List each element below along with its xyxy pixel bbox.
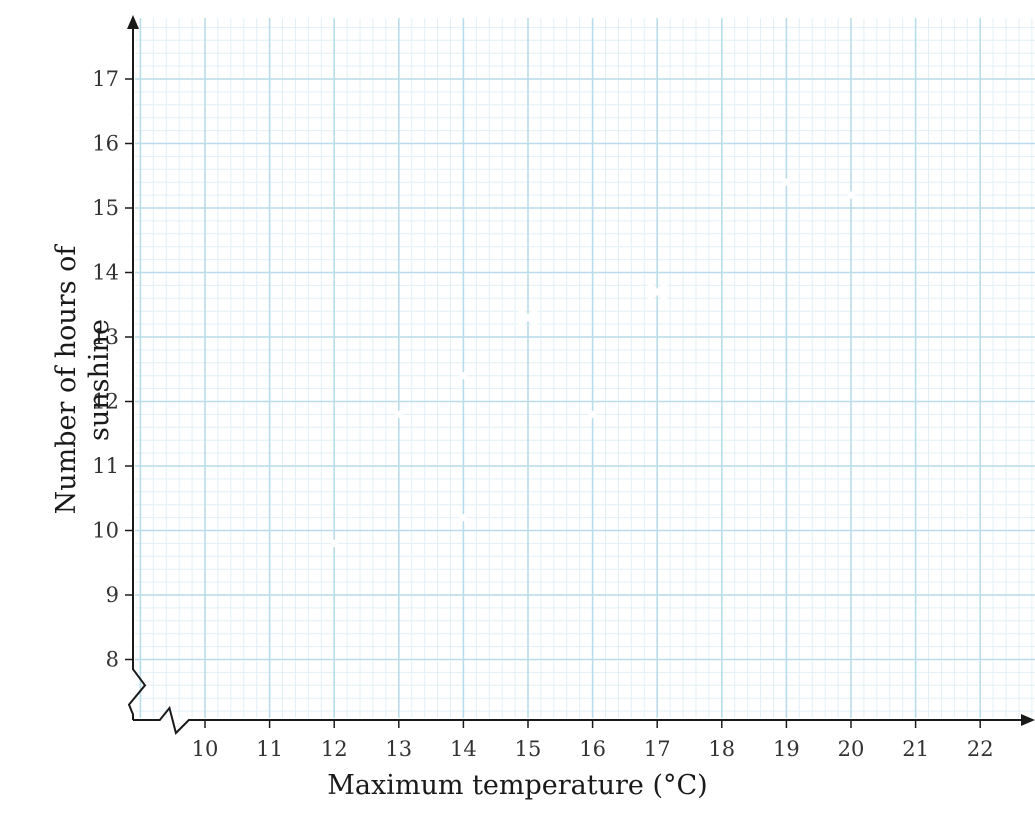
- y-axis-label-line2: sunshine: [84, 319, 115, 441]
- x-tick-label: 12: [321, 737, 348, 761]
- axes: [127, 15, 1035, 735]
- y-axis-label: Number of hours of sunshine: [50, 220, 116, 540]
- data-point: [840, 184, 862, 206]
- x-tick-label: 17: [644, 737, 671, 761]
- data-points: [323, 171, 862, 554]
- data-point: [776, 171, 797, 193]
- y-axis-label-line1: Number of hours of: [51, 245, 82, 515]
- y-tick-label: 12: [92, 390, 119, 414]
- y-tick-label: 16: [92, 132, 119, 156]
- x-tick-label: 10: [192, 737, 219, 761]
- x-tick-label: 19: [773, 737, 800, 761]
- data-point: [453, 365, 474, 386]
- y-tick-label: 11: [92, 454, 119, 478]
- x-axis-line: [133, 705, 1025, 735]
- y-tick-label: 8: [106, 648, 119, 672]
- y-tick-label: 13: [92, 325, 119, 349]
- y-tick-label: 17: [92, 67, 119, 91]
- x-axis-ticks: 10 11 12 13 14 15 16 17 18 19 20 21 22: [192, 720, 994, 761]
- x-tick-label: 20: [838, 737, 865, 761]
- y-tick-label: 10: [92, 519, 119, 543]
- data-point: [582, 404, 603, 425]
- x-tick-label: 15: [515, 737, 542, 761]
- y-axis-arrowhead: [127, 15, 139, 29]
- data-point: [517, 307, 539, 328]
- y-axis-line: [127, 25, 147, 720]
- x-tick-label: 11: [256, 737, 283, 761]
- data-point: [453, 507, 474, 528]
- y-tick-label: 15: [92, 196, 119, 220]
- x-tick-label: 14: [450, 737, 477, 761]
- data-point: [646, 281, 668, 303]
- grid-major-lines: [135, 18, 1035, 718]
- x-tick-label: 16: [579, 737, 606, 761]
- x-axis-label: Maximum temperature (°C): [327, 770, 708, 801]
- y-axis-ticks: 8 9 10 11 12 13 14 15 16 17: [92, 67, 133, 672]
- y-tick-label: 9: [106, 583, 119, 607]
- x-tick-label: 21: [902, 737, 929, 761]
- x-tick-label: 13: [385, 737, 412, 761]
- y-tick-label: 14: [92, 261, 119, 285]
- x-tick-label: 22: [967, 737, 994, 761]
- data-point: [388, 404, 410, 425]
- data-point: [323, 533, 345, 554]
- x-axis-arrowhead: [1021, 714, 1035, 726]
- x-tick-label: 18: [708, 737, 735, 761]
